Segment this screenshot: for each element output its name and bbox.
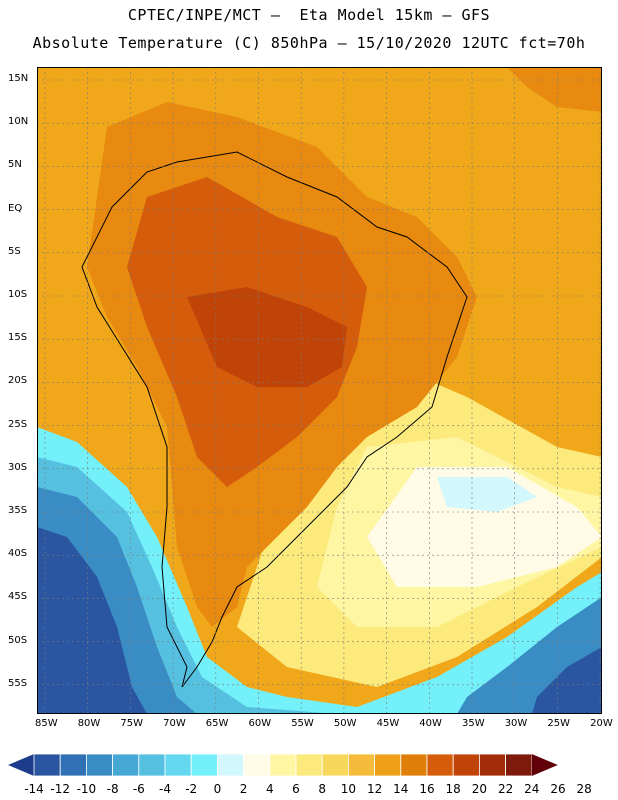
temperature-map xyxy=(37,67,602,714)
colorbar-swatch xyxy=(138,753,166,777)
colorbar-label: -8 xyxy=(106,782,119,796)
lon-label: 55W xyxy=(291,718,314,729)
colorbar-swatch xyxy=(374,753,402,777)
colorbar xyxy=(8,753,558,777)
colorbar-label: 28 xyxy=(576,782,592,796)
lat-label: 40S xyxy=(8,548,28,560)
colorbar-label: -12 xyxy=(50,782,70,796)
lon-label: 85W xyxy=(35,718,58,729)
colorbar-swatch xyxy=(269,753,297,777)
colorbar-swatch xyxy=(478,753,506,777)
colorbar-label: 26 xyxy=(550,782,566,796)
colorbar-swatch xyxy=(59,753,87,777)
light-cyan-patch xyxy=(437,477,537,512)
cream-band xyxy=(367,467,602,587)
colorbar-label: 14 xyxy=(393,782,409,796)
colorbar-label: 20 xyxy=(471,782,488,796)
lat-label: 20S xyxy=(8,375,28,387)
lat-label: 35S xyxy=(8,505,28,516)
colorbar-swatch xyxy=(243,753,271,777)
lon-label: 30W xyxy=(504,718,528,729)
lon-label: 25W xyxy=(547,718,571,729)
colorbar-label: 6 xyxy=(292,782,300,796)
colorbar-swatch xyxy=(33,753,61,777)
title-line-2: Absolute Temperature (C) 850hPa – 15/10/… xyxy=(32,34,586,52)
colorbar-swatch xyxy=(347,753,375,777)
colorbar-arrow-right xyxy=(531,754,558,776)
colorbar-label: 18 xyxy=(445,782,461,796)
lat-label: 15N xyxy=(8,73,29,84)
colorbar-label: -14 xyxy=(24,782,44,796)
lon-label: 65W xyxy=(205,718,229,729)
colorbar-swatch xyxy=(112,753,140,777)
colorbar-arrow-left xyxy=(8,754,34,776)
title-line-1: CPTEC/INPE/MCT – Eta Model 15km – GFS xyxy=(127,6,491,24)
lat-label: 10S xyxy=(8,289,28,300)
lon-label: 20W xyxy=(590,718,613,729)
lat-label: 10N xyxy=(8,116,29,128)
lat-label: 5S xyxy=(8,245,21,257)
warm-patch-ne xyxy=(507,67,602,112)
colorbar-label: -2 xyxy=(185,782,198,796)
lat-label: 5N xyxy=(8,159,22,171)
colorbar-swatch xyxy=(505,753,533,777)
lat-label: 45S xyxy=(8,591,28,603)
colorbar-label: 8 xyxy=(318,782,326,796)
continent-hottest xyxy=(187,287,347,387)
lon-label: 60W xyxy=(248,718,272,729)
colorbar-swatch xyxy=(452,753,480,777)
colorbar-swatch xyxy=(295,753,323,777)
coastline xyxy=(81,151,468,688)
colorbar-label: 16 xyxy=(419,782,435,796)
colorbar-swatch xyxy=(400,753,428,777)
colorbar-label: 4 xyxy=(265,782,274,796)
colorbar-swatch xyxy=(190,753,218,777)
cold-sw-ocean-4 xyxy=(37,527,147,714)
lon-label: 40W xyxy=(419,718,442,729)
lat-label: 30S xyxy=(8,461,28,473)
lat-label: 25S xyxy=(8,418,28,430)
colorbar-label: -6 xyxy=(132,782,145,796)
lat-label: 55S xyxy=(8,677,28,689)
lat-label: 15S xyxy=(8,332,28,344)
colorbar-label: 10 xyxy=(340,782,357,796)
colorbar-label: 24 xyxy=(524,782,540,796)
colorbar-swatch xyxy=(426,753,454,777)
colorbar-label: 12 xyxy=(366,782,383,796)
lon-label: 70W xyxy=(163,718,186,729)
lon-label: 75W xyxy=(120,718,144,729)
lon-label: 80W xyxy=(77,718,101,729)
colorbar-label: 2 xyxy=(239,782,248,796)
lon-label: 50W xyxy=(333,718,357,729)
colorbar-swatch xyxy=(216,753,244,777)
colorbar-swatch xyxy=(86,753,114,777)
lon-label: 45W xyxy=(376,718,400,729)
map-frame xyxy=(37,67,602,714)
colorbar-label: -4 xyxy=(159,782,171,796)
lat-label: EQ xyxy=(8,202,23,214)
colorbar-label: 22 xyxy=(497,782,514,796)
lat-label: 50S xyxy=(8,634,28,646)
cold-se-ocean-2 xyxy=(532,647,602,714)
colorbar-swatch xyxy=(164,753,192,777)
colorbar-label: 0 xyxy=(213,782,222,796)
colorbar-label: -10 xyxy=(76,782,97,796)
graticule xyxy=(37,67,602,714)
colorbar-swatch xyxy=(321,753,349,777)
lon-label: 35W xyxy=(462,718,485,729)
